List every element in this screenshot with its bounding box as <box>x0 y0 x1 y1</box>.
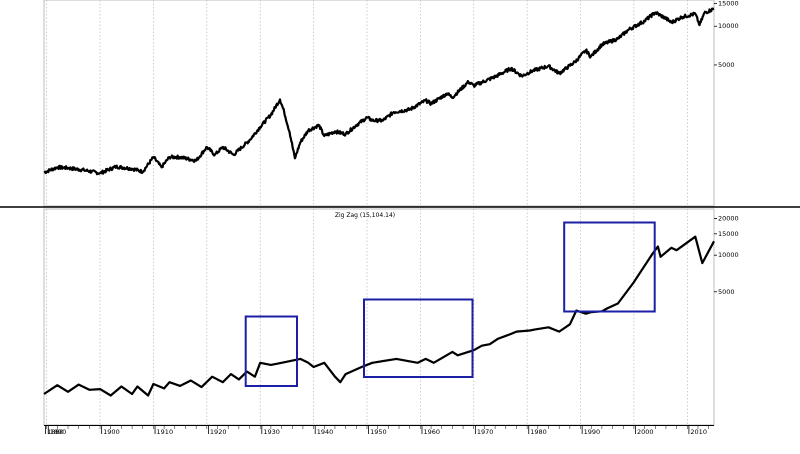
x-tick-label: 1970 <box>477 428 494 436</box>
x-tick-label: 1940 <box>317 428 334 436</box>
highlight-box-1940s-1960 <box>363 298 474 378</box>
lower-y-axis: 5000 10000 15000 20000 <box>714 215 739 296</box>
x-tick-label: 1990 <box>584 428 601 436</box>
upper-y-tick-label: 10000 <box>718 22 739 30</box>
x-tick-label: 1960 <box>423 428 440 436</box>
upper-panel: 5000 10000 15000 <box>43 0 739 207</box>
highlight-box-1920s <box>244 315 298 387</box>
x-tick-label: 1910 <box>157 428 174 436</box>
lower-y-tick-label: 15000 <box>718 230 739 238</box>
x-tick-label: 1890 <box>50 428 67 436</box>
upper-y-tick-label: 15000 <box>718 0 739 8</box>
x-tick-label: 1930 <box>263 428 280 436</box>
lower-grid <box>46 209 688 425</box>
highlight-boxes <box>244 221 656 387</box>
x-tick-label: 1880 <box>47 428 64 436</box>
highlight-box-1980s-1990s <box>563 221 656 313</box>
x-tick-label: 1950 <box>370 428 387 436</box>
lower-y-tick-label: 5000 <box>718 288 735 296</box>
lower-zigzag-line <box>43 235 715 397</box>
upper-y-tick-label: 5000 <box>718 61 735 69</box>
x-tick-label: 1980 <box>530 428 547 436</box>
upper-y-axis: 5000 10000 15000 <box>714 0 739 69</box>
zigzag-panel-title: Zig Zag (15,104.14) <box>335 212 395 219</box>
x-tick-label: 2010 <box>690 428 707 436</box>
x-tick-label: 1920 <box>210 428 227 436</box>
lower-y-tick-label: 10000 <box>718 251 739 259</box>
lower-y-tick-label: 20000 <box>718 215 739 223</box>
upper-grid <box>46 0 688 206</box>
lower-panel: Zig Zag (15,104.14) 5000 10000 15000 20000 <box>43 208 739 426</box>
x-tick-label: 1900 <box>103 428 120 436</box>
x-tick-label: 2000 <box>637 428 654 436</box>
upper-price-line <box>43 7 715 176</box>
upper-plot-frame <box>43 0 715 207</box>
